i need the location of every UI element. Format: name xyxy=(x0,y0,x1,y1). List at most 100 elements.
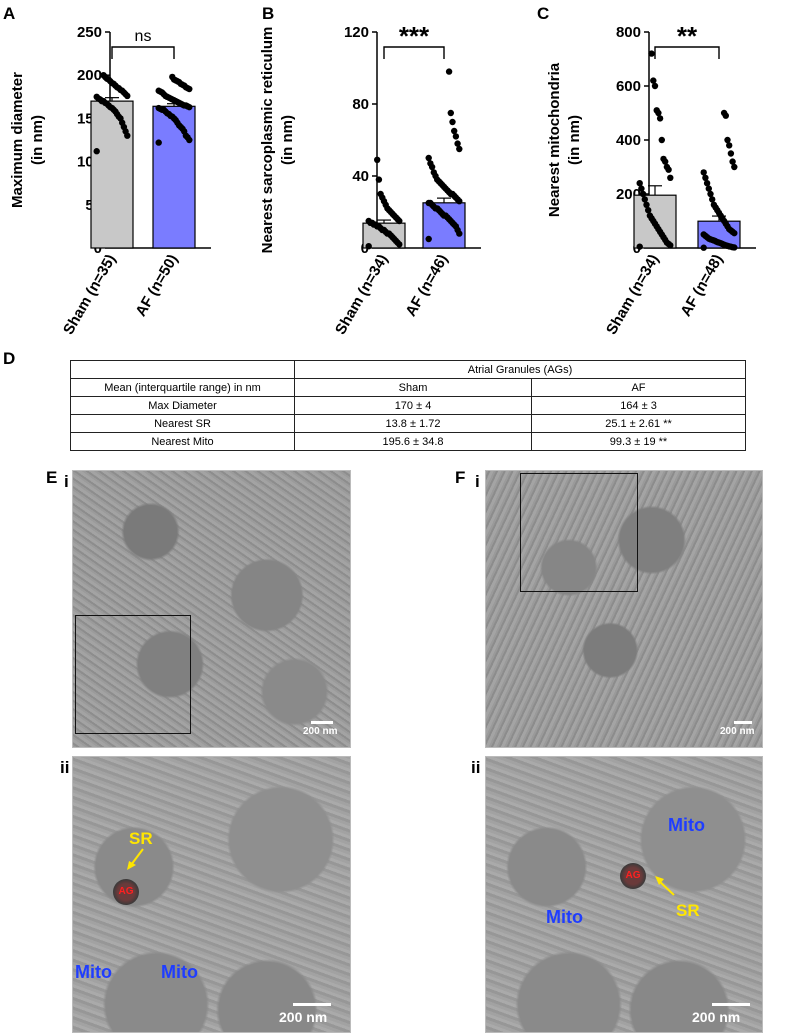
y-tick-label: 800 xyxy=(616,24,641,41)
y-axis-label: Maximum diameter xyxy=(9,72,26,208)
data-point xyxy=(653,107,660,114)
data-point xyxy=(641,196,648,203)
table-cell: 195.6 ± 34.8 xyxy=(294,432,532,451)
data-point xyxy=(155,87,162,94)
data-point xyxy=(700,231,707,238)
table-header-row: Atrial Granules (AGs) xyxy=(70,360,746,379)
data-point xyxy=(660,155,667,163)
data-point xyxy=(374,156,381,163)
micrograph-f-ii: Mito AG Mito SR 200 nm xyxy=(485,756,763,1033)
x-tick-label: Sham (n=35) xyxy=(60,252,120,338)
y-tick-label: 40 xyxy=(352,168,369,185)
data-point xyxy=(727,150,735,157)
micrograph-e-i: 200 nm xyxy=(72,470,351,748)
significance-label: ** xyxy=(677,21,698,51)
subpanel-f-ii-label: ii xyxy=(471,758,481,777)
chart-b-nearest-sr: 04080120Nearest sarcoplasmic reticulum(i… xyxy=(259,21,481,338)
sr-label: SR xyxy=(676,901,700,920)
table-col-label: Mean (interquartile range) in nm xyxy=(70,378,295,397)
panel-letter-b: B xyxy=(262,4,275,23)
y-tick-label: 600 xyxy=(616,78,641,95)
significance-bracket xyxy=(654,46,720,59)
table-cell: 13.8 ± 1.72 xyxy=(294,414,532,433)
data-point xyxy=(365,243,372,250)
data-point xyxy=(447,109,454,117)
y-tick-label: 200 xyxy=(77,67,102,84)
table-cell: Nearest SR xyxy=(70,414,295,433)
x-tick-label: Sham (n=34) xyxy=(332,252,392,338)
table-cell: 25.1 ± 2.61 ** xyxy=(531,414,746,433)
y-tick-label: 250 xyxy=(77,24,102,41)
data-point xyxy=(430,169,437,176)
data-point xyxy=(425,199,432,207)
y-tick-label: 120 xyxy=(344,24,369,41)
sr-label: SR xyxy=(129,829,153,848)
table-cell: Nearest Mito xyxy=(70,432,295,451)
data-point xyxy=(155,139,162,146)
panel-letter-c: C xyxy=(537,4,550,23)
data-point xyxy=(377,190,384,198)
data-point xyxy=(643,201,650,208)
bar xyxy=(90,100,134,249)
inset-box xyxy=(520,473,638,592)
scale-label: 200 nm xyxy=(279,1009,328,1025)
micrograph-e-ii: SR AG Mito Mito 200 nm xyxy=(72,756,351,1033)
data-point xyxy=(449,118,456,126)
subpanel-e-ii-label: ii xyxy=(60,758,70,777)
data-point xyxy=(650,77,657,84)
y-axis-label: (in nm) xyxy=(279,115,296,165)
mito-label: Mito xyxy=(668,815,705,835)
y-tick-label: 80 xyxy=(352,96,369,113)
data-point xyxy=(700,244,707,251)
significance-bracket xyxy=(111,46,175,59)
x-tick-label: AF (n=48) xyxy=(677,252,726,320)
data-point xyxy=(646,212,654,219)
y-axis-label: (in nm) xyxy=(566,115,583,165)
significance-label: ns xyxy=(135,28,152,45)
table-subheader-row: Mean (interquartile range) in nm Sham AF xyxy=(70,378,746,397)
table-group-header: Atrial Granules (AGs) xyxy=(294,360,746,379)
data-point xyxy=(667,174,674,181)
x-tick-label: Sham (n=34) xyxy=(603,252,663,338)
y-axis-label: Nearest mitochondria xyxy=(546,62,563,217)
ag-granule: AG xyxy=(620,863,646,889)
table-col-sham: Sham xyxy=(294,378,532,397)
mito-label: Mito xyxy=(546,907,583,927)
data-point xyxy=(645,207,652,214)
scale-label: 200 nm xyxy=(720,726,755,737)
micrograph-f-i: 200 nm xyxy=(485,470,763,748)
mito-label: Mito xyxy=(161,962,198,982)
x-tick-label: AF (n=46) xyxy=(402,252,451,320)
data-point xyxy=(169,73,176,81)
scale-label: 200 nm xyxy=(692,1009,741,1025)
scale-bar xyxy=(293,1003,331,1006)
scale-bar xyxy=(311,721,333,724)
panel-letter-e: E xyxy=(46,468,58,487)
data-point xyxy=(365,217,372,225)
arrow-icon xyxy=(127,848,144,870)
data-point xyxy=(93,148,100,155)
data-point xyxy=(636,243,643,250)
bar xyxy=(152,105,196,249)
data-point xyxy=(705,185,712,192)
y-tick-label: 400 xyxy=(616,132,641,149)
data-point xyxy=(100,72,107,79)
data-point xyxy=(651,82,659,90)
data-point xyxy=(656,115,664,122)
table-row: Nearest Mito 195.6 ± 34.8 99.3 ± 19 ** xyxy=(70,432,746,451)
subpanel-e-i-label: i xyxy=(64,472,69,491)
table-row: Nearest SR 13.8 ± 1.72 25.1 ± 2.61 ** xyxy=(70,414,746,433)
data-point xyxy=(636,180,643,187)
data-point xyxy=(456,145,463,153)
data-point xyxy=(445,68,453,75)
data-point xyxy=(639,190,647,198)
scale-bar xyxy=(712,1003,750,1006)
ag-summary-table: Atrial Granules (AGs) Mean (interquartil… xyxy=(70,360,746,451)
mito-label: Mito xyxy=(75,962,112,982)
data-point xyxy=(703,180,711,187)
table-empty-cell xyxy=(70,360,295,379)
significance-label: *** xyxy=(399,21,430,51)
data-point xyxy=(638,185,645,192)
significance-bracket xyxy=(383,46,445,59)
y-axis-label: (in nm) xyxy=(29,115,46,165)
